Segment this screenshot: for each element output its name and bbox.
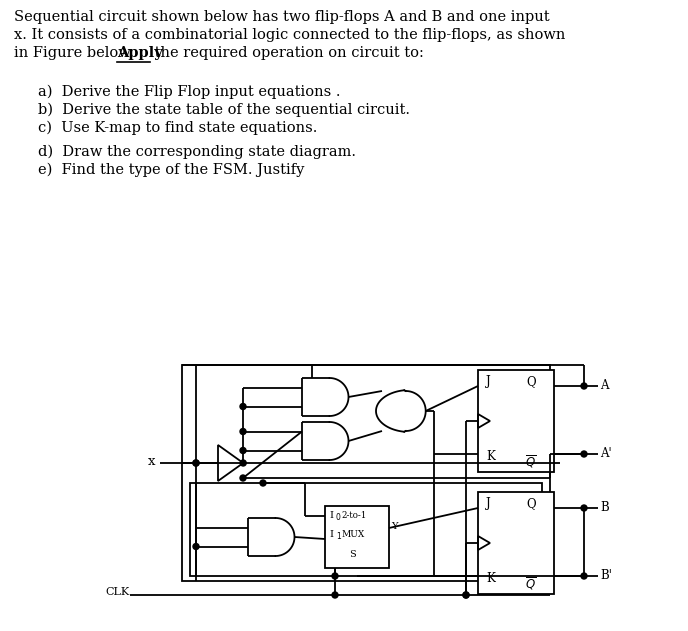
Text: d)  Draw the corresponding state diagram.: d) Draw the corresponding state diagram. (38, 145, 356, 160)
Text: b)  Derive the state table of the sequential circuit.: b) Derive the state table of the sequent… (38, 103, 410, 117)
Text: 0: 0 (336, 513, 341, 522)
Text: e)  Find the type of the FSM. Justify: e) Find the type of the FSM. Justify (38, 163, 304, 177)
Text: MUX: MUX (341, 530, 364, 539)
Text: in Figure below.: in Figure below. (14, 46, 138, 60)
Circle shape (581, 573, 587, 579)
Text: Apply: Apply (117, 46, 163, 60)
Circle shape (193, 460, 199, 466)
Bar (478, 492, 554, 594)
Bar (302, 422, 330, 460)
Text: J: J (486, 497, 491, 510)
Circle shape (260, 480, 266, 486)
Text: x: x (148, 455, 155, 468)
Text: a)  Derive the Flip Flop input equations .: a) Derive the Flip Flop input equations … (38, 85, 341, 100)
Text: $\overline{Q}$: $\overline{Q}$ (525, 575, 536, 591)
Circle shape (240, 428, 246, 435)
Text: A': A' (600, 447, 612, 460)
Text: I: I (329, 530, 333, 539)
Text: the required operation on circuit to:: the required operation on circuit to: (150, 46, 424, 60)
Circle shape (240, 447, 246, 454)
Text: Sequential circuit shown below has two flip-flops A and B and one input: Sequential circuit shown below has two f… (14, 10, 550, 24)
Circle shape (240, 403, 246, 410)
Text: Q: Q (526, 375, 536, 388)
Text: K: K (486, 450, 495, 463)
Circle shape (193, 543, 199, 550)
Circle shape (193, 460, 199, 466)
Bar (190, 483, 542, 576)
Text: B': B' (600, 569, 612, 582)
Circle shape (463, 592, 469, 598)
Text: $\overline{Q}$: $\overline{Q}$ (525, 453, 536, 469)
Bar (182, 365, 550, 581)
Circle shape (240, 475, 246, 481)
Bar (302, 378, 330, 416)
Circle shape (332, 573, 338, 579)
Circle shape (581, 505, 587, 511)
Circle shape (240, 460, 246, 466)
Text: K: K (486, 572, 495, 585)
Circle shape (581, 383, 587, 389)
Text: 2-to-1: 2-to-1 (341, 511, 367, 520)
Text: 1: 1 (336, 532, 341, 541)
Text: CLK: CLK (105, 587, 129, 597)
Bar (248, 518, 275, 556)
Text: Y: Y (391, 522, 398, 531)
Text: S: S (349, 550, 356, 559)
Text: Q: Q (526, 497, 536, 510)
Circle shape (581, 451, 587, 457)
Text: B: B (600, 501, 609, 514)
Text: I: I (329, 511, 333, 520)
Circle shape (332, 592, 338, 598)
Bar (325, 506, 389, 568)
Text: A: A (600, 379, 608, 392)
Text: x. It consists of a combinatorial logic connected to the flip-flops, as shown: x. It consists of a combinatorial logic … (14, 28, 566, 42)
Text: J: J (486, 375, 491, 388)
Polygon shape (376, 390, 426, 432)
Bar (478, 370, 554, 472)
Circle shape (463, 592, 469, 598)
Text: c)  Use K-map to find state equations.: c) Use K-map to find state equations. (38, 121, 317, 136)
